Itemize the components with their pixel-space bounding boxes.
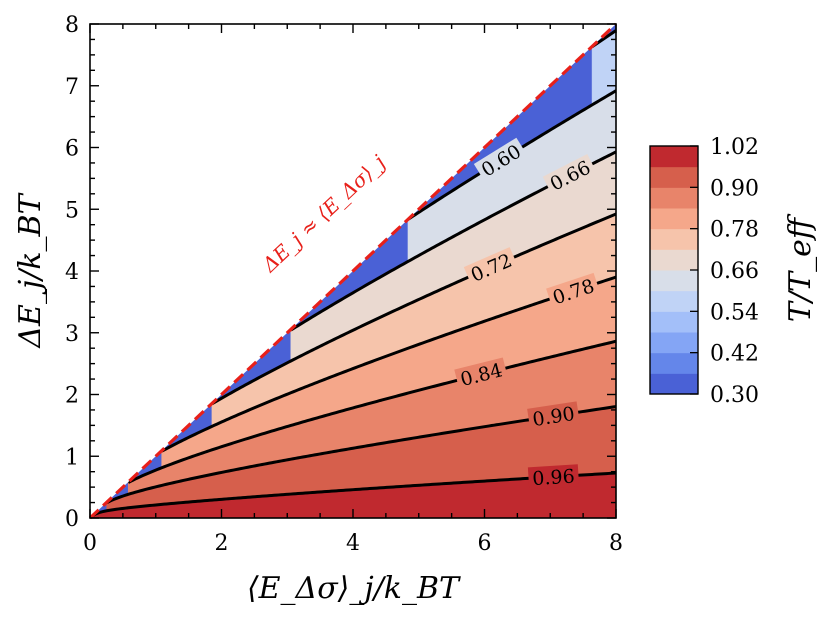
colorbar-swatch — [650, 228, 698, 250]
contour-line-0.72 — [211, 212, 616, 406]
contour-label-bg — [454, 357, 509, 391]
contour-line-0.84 — [127, 339, 616, 484]
colorbar-tick-label: 0.66 — [710, 259, 759, 284]
contour-label-bg — [527, 464, 580, 490]
y-tick-labels: 0 1 2 3 4 5 6 7 8 — [65, 13, 79, 532]
contour-label-bg — [542, 154, 598, 197]
contour-labels: 0.60 0.660.720.780.840.900.96 — [454, 137, 601, 491]
x-tick-label: 0 — [83, 531, 97, 556]
y-tick-label: 0 — [65, 507, 79, 532]
y-tick-label: 4 — [65, 260, 79, 285]
colorbar-swatches — [650, 146, 698, 395]
y-axis-title: ΔE_j/k_BT — [13, 192, 48, 348]
x-axis-title: ⟨E_Δσ⟩_j/k_BT — [247, 571, 461, 606]
colorbar-swatch — [650, 332, 698, 354]
y-tick-label: 3 — [65, 322, 79, 347]
y-tick-label: 6 — [65, 137, 79, 162]
contour-label-text: 0.96 — [532, 466, 576, 491]
axis-ticks — [89, 23, 617, 519]
colorbar-swatch — [650, 208, 698, 230]
colorbar-swatch — [650, 373, 698, 395]
contour-line-0.78 — [161, 275, 616, 453]
colorbar-swatch — [650, 249, 698, 271]
contour-label-0.90: 0.90 — [527, 401, 580, 431]
x-tick-label: 4 — [346, 531, 360, 556]
x-tick-label: 2 — [215, 531, 229, 556]
x-tick-label: 6 — [478, 531, 492, 556]
colorbar-ticks: 1.02 0.90 0.78 0.66 0.54 0.42 0.30 — [690, 135, 759, 408]
y-tick-label: 2 — [65, 384, 79, 409]
contour-label-bg — [463, 247, 519, 288]
y-tick-label: 1 — [65, 445, 79, 470]
colorbar-tick-label: 0.90 — [710, 176, 759, 201]
y-tick-label: 5 — [65, 198, 79, 223]
colorbar-swatch — [650, 166, 698, 188]
contour-label-0.96: 0.96 — [527, 464, 580, 491]
colorbar-tick-label: 0.54 — [710, 300, 759, 325]
colorbar-title: T/T_eff — [783, 213, 818, 322]
colorbar: 1.02 0.90 0.78 0.66 0.54 0.42 0.30 T/T_eff — [649, 135, 818, 408]
colorbar-swatch — [650, 352, 698, 374]
colorbar-swatch — [650, 290, 698, 312]
colorbar-tick-label: 0.78 — [710, 218, 759, 243]
colorbar-tick-label: 0.42 — [710, 342, 759, 367]
contour-label-bg — [473, 137, 528, 183]
diagonal-boundary — [88, 22, 618, 520]
x-tick-label: 8 — [609, 531, 623, 556]
y-tick-label: 7 — [65, 75, 79, 100]
colorbar-swatch — [650, 270, 698, 292]
colorbar-swatch — [650, 311, 698, 333]
plot-area: 0.60 0.660.720.780.840.900.96 ΔE_j ≈ ⟨E_Δ… — [88, 22, 618, 520]
colorbar-swatch — [650, 187, 698, 209]
colorbar-swatch — [650, 146, 698, 168]
contour-label-bg — [546, 272, 601, 310]
colorbar-tick-label: 1.02 — [710, 135, 759, 160]
y-tick-label: 8 — [65, 13, 79, 38]
contour-label-bg — [527, 401, 580, 431]
colorbar-tick-label: 0.30 — [710, 383, 759, 408]
x-tick-labels: 0 2 4 6 8 — [83, 531, 623, 556]
